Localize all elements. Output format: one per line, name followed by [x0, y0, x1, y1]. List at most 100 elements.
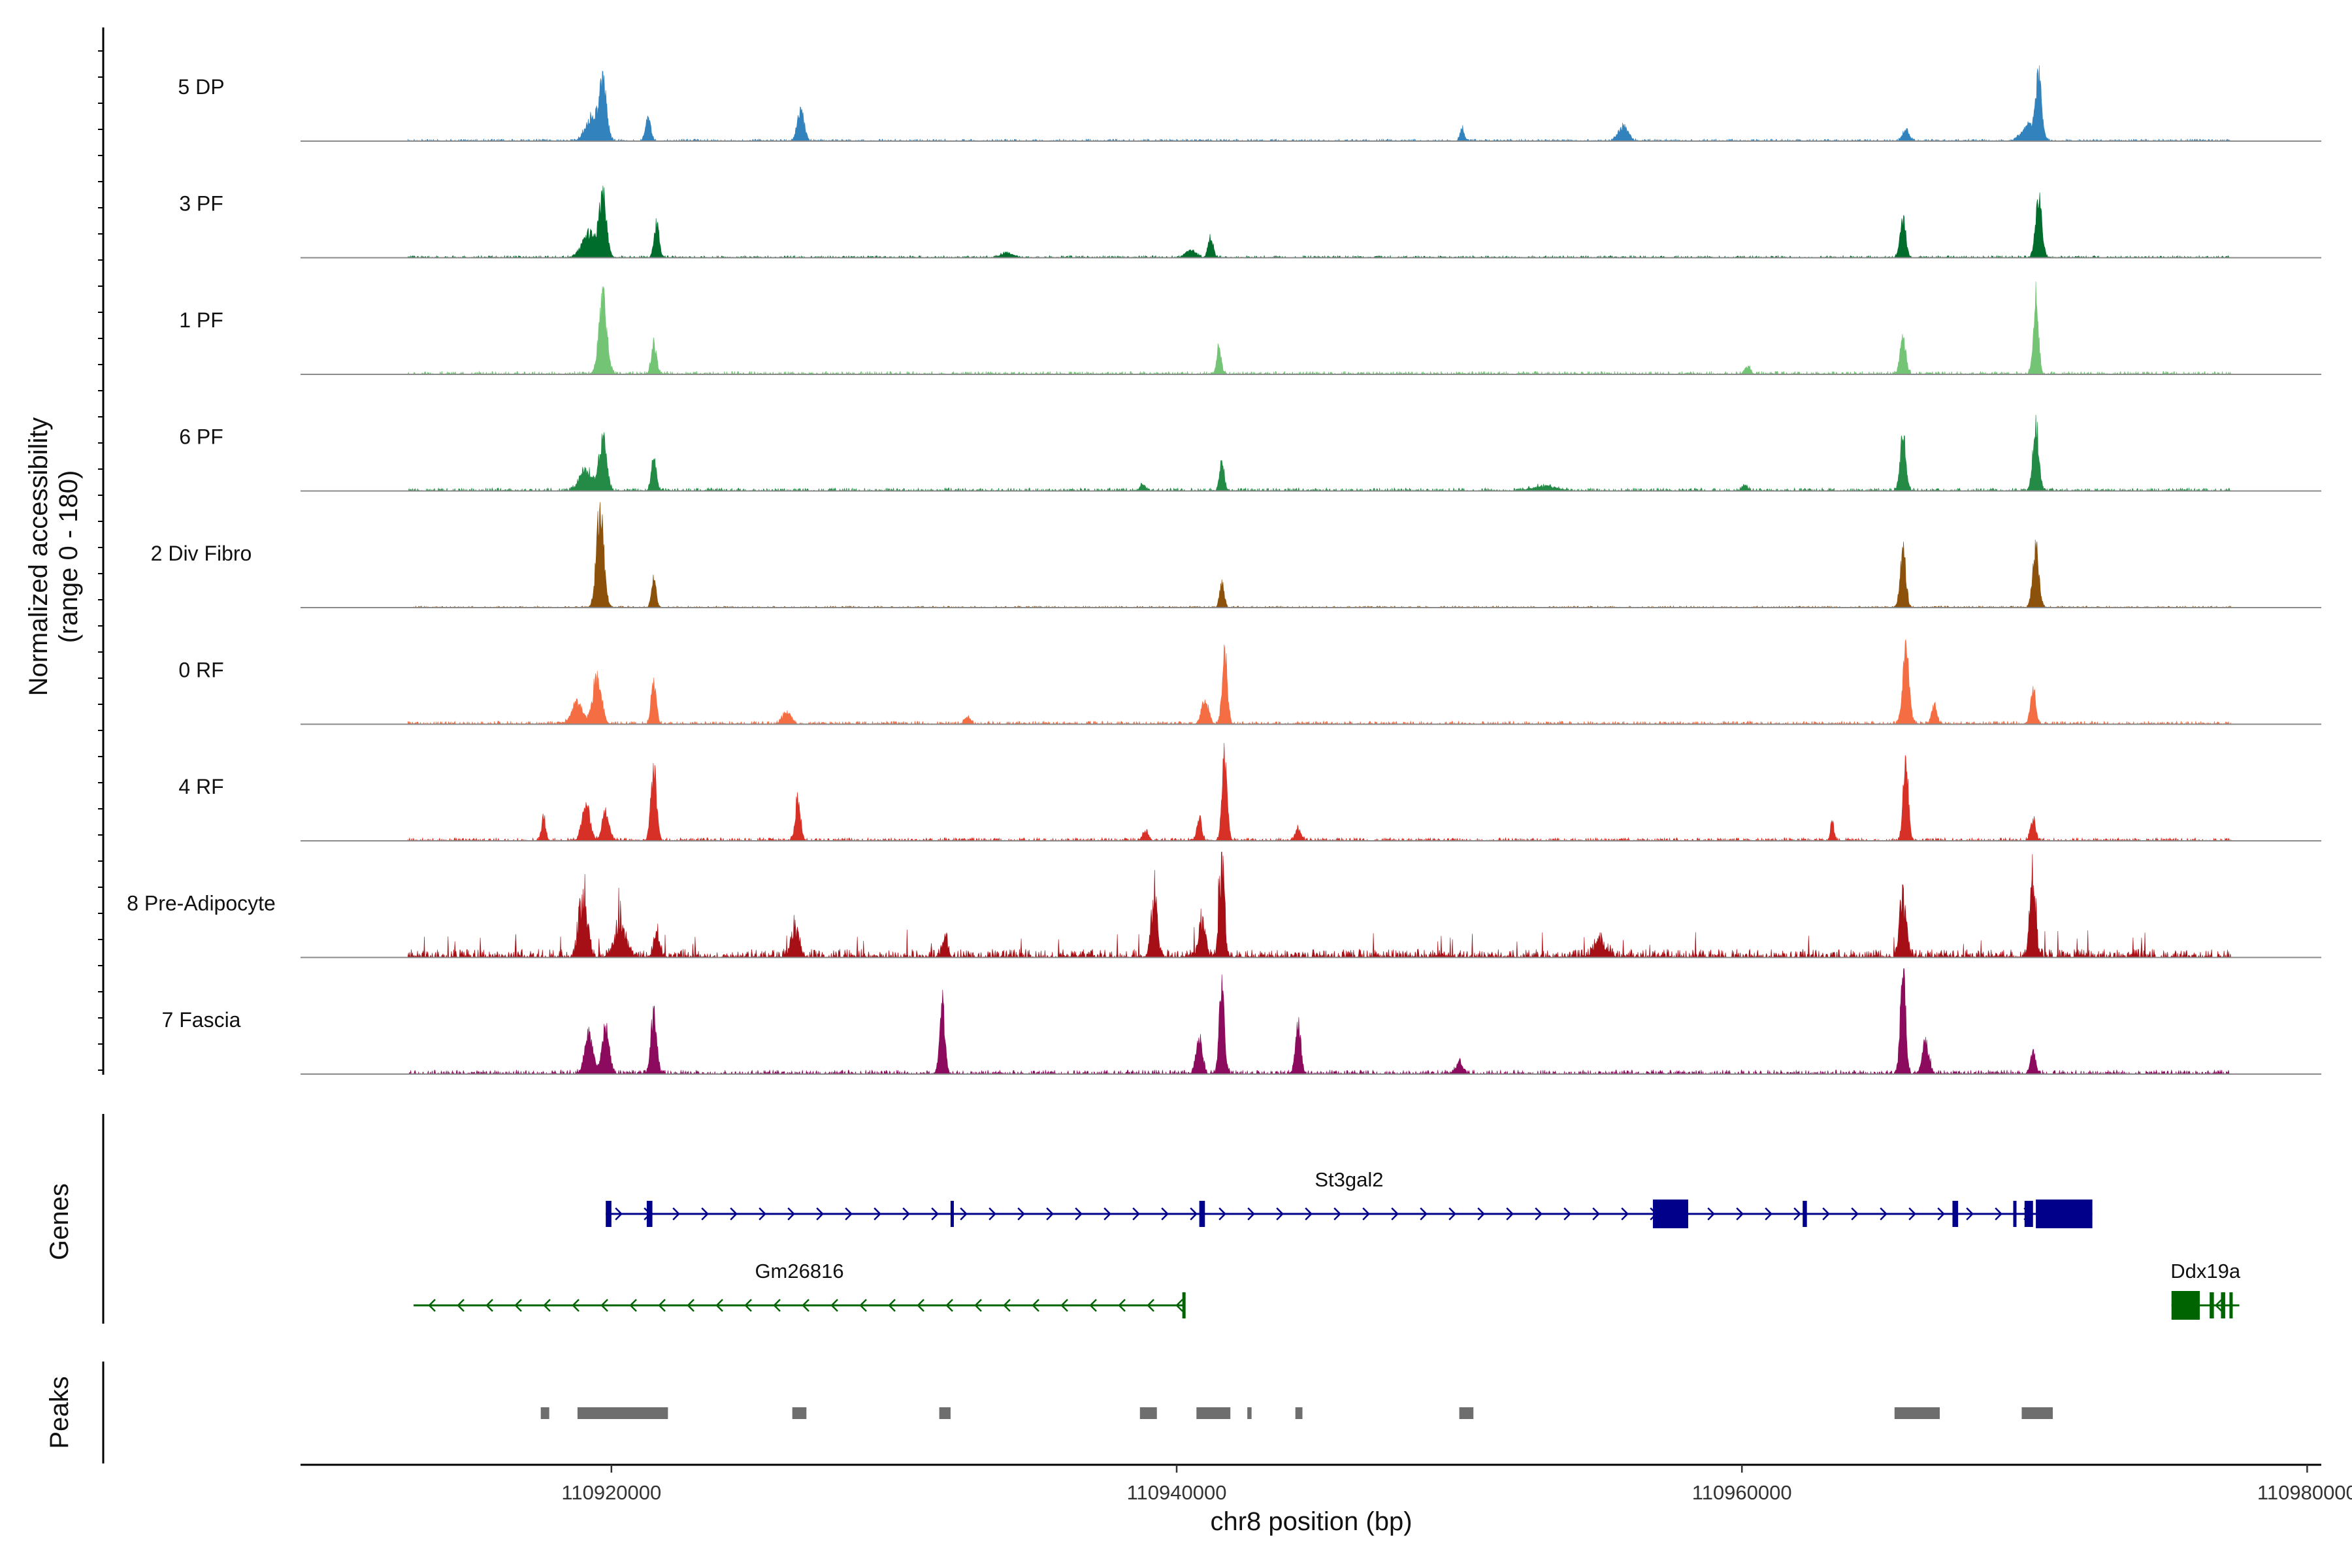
peak-region	[792, 1407, 807, 1419]
strand-arrow	[974, 1299, 982, 1312]
strand-arrow	[759, 1207, 766, 1220]
coverage-area	[408, 281, 2231, 376]
strand-arrow	[615, 1207, 623, 1220]
strand-arrow	[1477, 1207, 1485, 1220]
peak-region	[577, 1407, 668, 1419]
strand-arrow	[572, 1299, 580, 1312]
peak-region	[939, 1407, 951, 1419]
strand-arrow	[485, 1299, 493, 1312]
strand-arrow	[1276, 1207, 1284, 1220]
strand-arrow	[1736, 1207, 1744, 1220]
strand-arrow	[1017, 1207, 1025, 1220]
gene-exon	[1803, 1201, 1807, 1227]
track-0-rf: 0 RF	[178, 639, 2321, 725]
strand-arrow	[1563, 1207, 1571, 1220]
strand-arrow	[1765, 1207, 1772, 1220]
peak-region	[1247, 1407, 1252, 1419]
strand-arrow	[672, 1207, 680, 1220]
strand-arrow	[845, 1207, 853, 1220]
coverage-area	[408, 414, 2231, 492]
strand-arrow	[960, 1207, 968, 1220]
x-tick-label: 110920000	[561, 1481, 661, 1504]
strand-arrow	[1218, 1207, 1226, 1220]
gene-track: St3gal2 Gm26816 Ddx19a	[414, 1168, 2241, 1320]
x-axis: 110920000 110940000 110960000 110980000	[301, 1463, 2352, 1504]
coverage-area	[408, 968, 2231, 1075]
y-axis-title: Normalized accessibility	[24, 417, 53, 696]
strand-arrow	[1118, 1299, 1126, 1312]
strand-arrow	[1448, 1207, 1456, 1220]
strand-arrow	[931, 1207, 939, 1220]
peak-region	[1894, 1407, 1940, 1419]
strand-arrow	[1535, 1207, 1543, 1220]
gene-exon	[950, 1201, 954, 1227]
track-8-pre-adipocyte: 8 Pre-Adipocyte	[127, 851, 2321, 958]
strand-arrow	[1420, 1207, 1428, 1220]
strand-arrow	[859, 1299, 867, 1312]
coverage-tracks: 5 DP 3 PF 1 PF 6 PF 2 Div Fibro 0 RF 4 RF 8 Pre…	[127, 65, 2321, 1075]
strand-arrow	[1822, 1207, 1830, 1220]
gene-exon	[2171, 1291, 2200, 1320]
track-1-pf: 1 PF	[179, 281, 2321, 376]
coverage-area	[408, 502, 2231, 608]
coverage-area	[408, 186, 2231, 259]
gene-exon	[1952, 1201, 1959, 1227]
strand-arrow	[1046, 1207, 1054, 1220]
track-label: 6 PF	[179, 425, 223, 449]
strand-arrow	[1333, 1207, 1341, 1220]
strand-arrow	[816, 1207, 824, 1220]
strand-arrow	[1147, 1299, 1154, 1312]
strand-arrow	[658, 1299, 666, 1312]
gene-label: Ddx19a	[2170, 1260, 2241, 1282]
peak-region	[1295, 1407, 1303, 1419]
strand-arrow	[1132, 1207, 1140, 1220]
strand-arrow	[1621, 1207, 1629, 1220]
gene-ddx19a: Ddx19a	[2170, 1260, 2241, 1320]
strand-arrow	[1190, 1207, 1198, 1220]
x-tick-label: 110960000	[1692, 1481, 1792, 1504]
coverage-area	[408, 639, 2231, 725]
strand-arrow	[1966, 1207, 1974, 1220]
y-axis	[98, 27, 105, 1075]
gene-exon	[2024, 1201, 2033, 1227]
strand-arrow	[1362, 1207, 1370, 1220]
strand-arrow	[888, 1299, 896, 1312]
strand-arrow	[802, 1299, 809, 1312]
gene-exon	[2229, 1292, 2233, 1318]
track-label: 2 Div Fibro	[151, 542, 252, 565]
strand-arrow	[543, 1299, 551, 1312]
gene-exon	[2013, 1201, 2017, 1227]
x-tick-label: 110980000	[2257, 1481, 2352, 1504]
strand-arrow	[428, 1299, 436, 1312]
strand-arrow	[874, 1207, 881, 1220]
strand-arrow	[1937, 1207, 1945, 1220]
strand-arrow	[1103, 1207, 1111, 1220]
gene-exon	[2210, 1292, 2214, 1318]
gene-exon	[606, 1201, 612, 1227]
gene-exon	[1652, 1200, 1689, 1228]
strand-arrow	[1032, 1299, 1039, 1312]
strand-arrow	[1089, 1299, 1097, 1312]
track-label: 1 PF	[179, 308, 223, 332]
coverage-area	[408, 851, 2231, 958]
track-5-dp: 5 DP	[178, 65, 2321, 142]
strand-arrow	[2214, 1299, 2223, 1312]
track-label: 4 RF	[178, 775, 223, 798]
x-axis-title: chr8 position (bp)	[1210, 1507, 1412, 1536]
gene-exon	[1182, 1292, 1186, 1318]
peak-region	[540, 1407, 549, 1419]
strand-arrow	[1880, 1207, 1887, 1220]
peaks-panel-title: Peaks	[45, 1376, 74, 1448]
coverage-area	[408, 743, 2231, 842]
gene-exon	[2036, 1200, 2093, 1228]
strand-arrow	[1995, 1207, 2002, 1220]
peak-region	[1459, 1407, 1474, 1419]
y-axis-range: (range 0 - 180)	[54, 470, 83, 644]
strand-arrow	[1305, 1207, 1313, 1220]
strand-arrow	[1075, 1207, 1083, 1220]
strand-arrow	[1506, 1207, 1514, 1220]
strand-arrow	[1161, 1207, 1169, 1220]
track-2-div-fibro: 2 Div Fibro	[151, 502, 2321, 608]
gene-exon	[1199, 1201, 1205, 1227]
